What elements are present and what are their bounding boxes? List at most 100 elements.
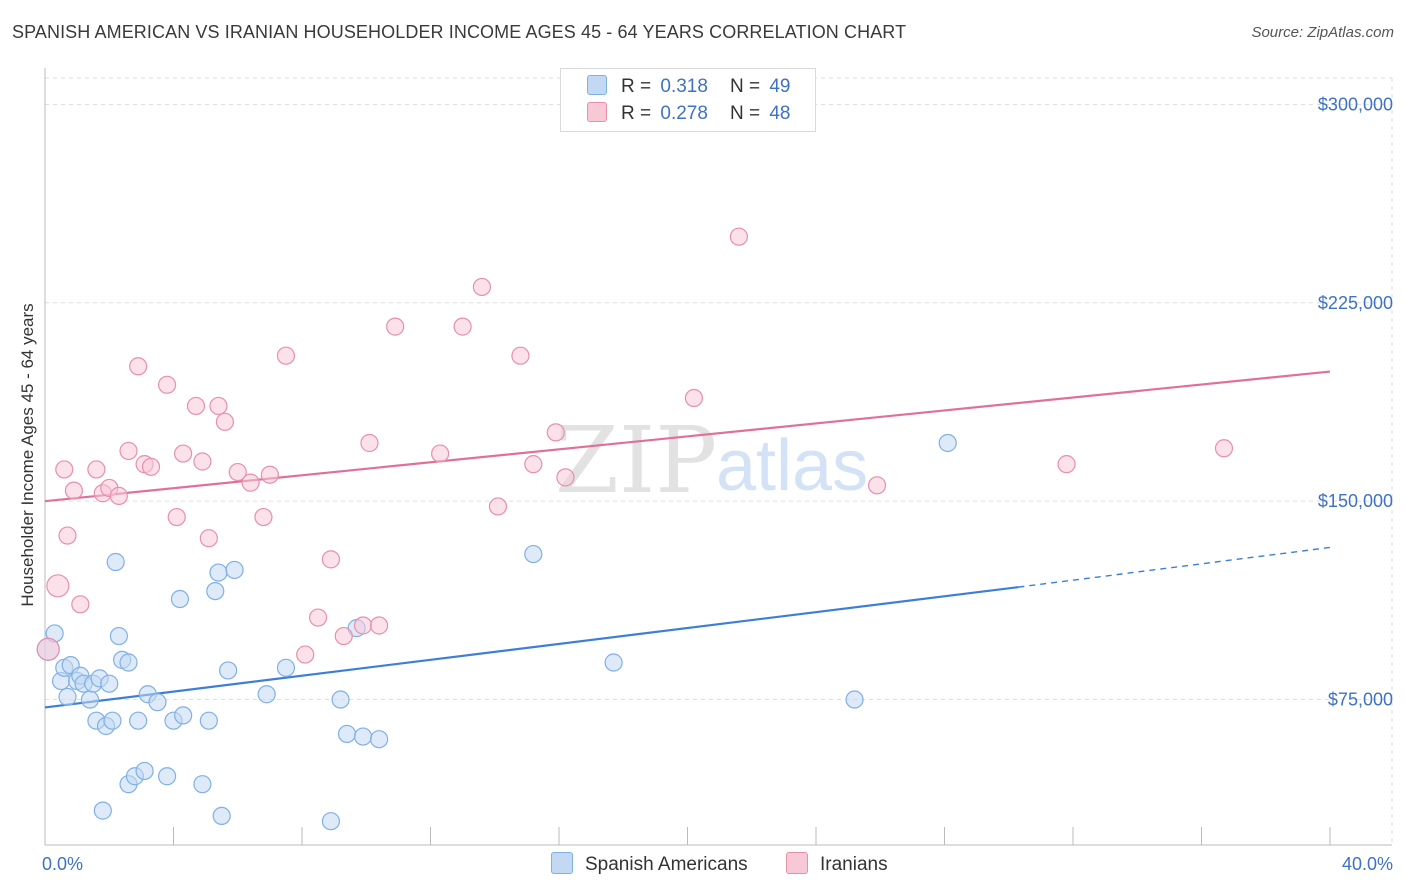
iranian-point [174,444,193,463]
spanish-american-point [157,767,177,786]
iranian-point [186,396,206,416]
bottom-legend-swatch-spanish [551,852,573,874]
spanish-american-point [353,727,373,746]
iranian-point [472,277,491,297]
source-label: Source: ZipAtlas.com [1251,24,1394,41]
iranian-point [729,227,749,246]
iranian-point [141,457,161,476]
iranian-point [46,574,70,598]
spanish-american-point [119,653,138,672]
iranian-point [254,507,273,527]
spanish-american-trend-extension [1018,546,1331,588]
iranian-point [36,637,60,661]
spanish-american-point [93,801,112,820]
spanish-american-point [321,812,341,831]
iranian-point [55,460,74,479]
spanish-american-point [106,552,125,572]
y-tick-label: $150,000 [1318,491,1393,511]
spanish-american-point [938,433,957,453]
spanish-american-point [199,711,218,730]
iranian-point [109,486,128,505]
bottom-legend-label-iranian: Iranians [820,854,888,875]
legend-n-label: N = [729,103,761,124]
iranian-point [431,444,450,463]
x-tick-label: 0.0% [42,854,83,874]
watermark-atlas: atlas [716,426,868,506]
spanish-american-point [370,730,389,749]
spanish-american-point [148,693,167,712]
iranian-point [684,388,704,408]
spanish-american-point [276,658,296,677]
watermark-zip: ZIP [555,407,717,514]
spanish-american-point [109,626,128,646]
legend-row-iranian: R = 0.278 N = 48 [587,102,790,126]
legend-n-value: 49 [769,76,791,97]
iranian-point [453,317,472,336]
watermark: ZIP atlas [555,407,868,514]
iranian-point [276,346,296,365]
legend-n-label: N = [729,76,761,97]
spanish-american-point [331,690,350,709]
iranian-point [119,441,138,461]
bottom-legend-iranian: Iranians [786,852,888,876]
iranian-point [511,346,530,365]
iranian-point [58,526,77,545]
axes [44,68,1392,846]
iranian-point [64,481,84,500]
stats-legend: R = 0.318 N = 49 R = 0.278 N = 48 [560,68,816,132]
legend-n-value: 48 [769,103,791,124]
spanish-american-point [193,775,212,794]
iranian-point [334,626,353,646]
iranian-point [87,460,106,479]
iranian-point [308,608,328,627]
spanish-american-point [80,690,100,709]
spanish-american-point [225,560,244,580]
iranian-point [199,529,218,548]
legend-swatch-spanish [587,75,607,95]
iranian-point [260,465,279,484]
legend-r-label: R = [621,76,652,97]
spanish-american-point [58,687,77,706]
spanish-american-point [604,653,623,672]
legend-row-spanish: R = 0.318 N = 49 [587,75,790,99]
spanish-american-trend [44,586,1019,709]
iranian-point [556,468,575,487]
iranian-point [1214,439,1234,458]
iranian-point [296,645,315,664]
y-tick-label: $300,000 [1318,94,1393,114]
spanish-american-point [170,589,190,609]
legend-r-label: R = [621,103,652,124]
iranian-point [321,550,341,569]
iranian-point [488,497,508,516]
iranian-point [215,412,234,431]
spanish-american-point [206,581,225,601]
bottom-legend-swatch-iranian [786,852,808,874]
data-points [36,227,1234,831]
y-tick-label: $75,000 [1328,690,1393,710]
bottom-legend-spanish: Spanish Americans [551,852,748,876]
legend-r-value: 0.318 [660,76,708,97]
iranian-point [353,616,373,635]
spanish-american-point [219,661,238,680]
iranian-point [370,616,389,635]
iranian-point [129,357,148,376]
spanish-american-point [103,711,122,730]
spanish-american-point [257,685,276,704]
iranian-point [228,462,247,482]
trend-lines [44,370,1331,709]
y-axis-label: Householder Income Ages 45 - 64 years [18,303,37,606]
spanish-american-point [209,563,228,582]
iranian-point [241,473,260,492]
spanish-american-point [524,544,543,564]
iranian-point [1057,455,1076,474]
spanish-american-point [337,724,357,744]
iranian-point [157,375,177,394]
iranian-trend [44,370,1331,503]
x-tick-label: 40.0% [1342,854,1393,874]
iranian-point [71,595,90,614]
spanish-american-point [129,711,148,730]
legend-r-value: 0.278 [660,103,708,124]
spanish-american-point [212,806,231,826]
iranian-point [167,507,186,527]
